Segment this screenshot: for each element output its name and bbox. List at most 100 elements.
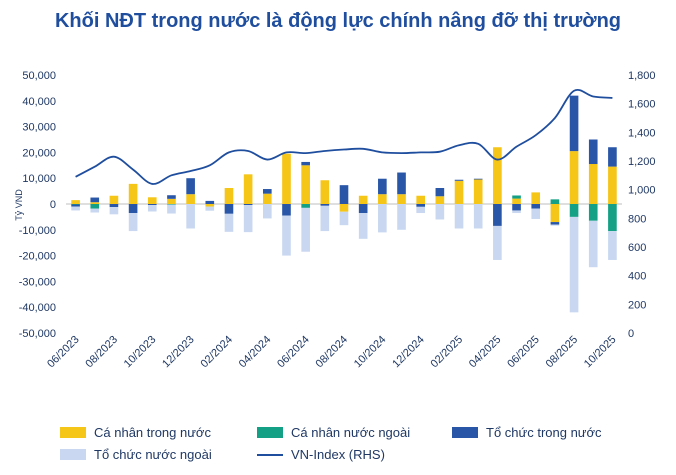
bar-4-12-2024 [416, 206, 426, 214]
bar-1-01-2024 [205, 204, 215, 207]
left-tick-label: -50,000 [19, 328, 56, 340]
bar-3-11-2023 [167, 195, 176, 199]
right-tick-label: 200 [628, 299, 646, 311]
bar-2-06-2024 [301, 204, 310, 208]
bar-1-11-2023 [167, 198, 176, 204]
x-tick-label: 08/2024 [314, 334, 351, 371]
bar-4-10-2023 [147, 205, 157, 212]
x-tick-label: 08/2023 [83, 334, 120, 371]
legend-item-ca-nhan-nuoc-ngoai: Cá nhân nước ngoài [257, 425, 410, 440]
bar-3-07-2025 [550, 222, 560, 225]
bar-1-10-2023 [147, 197, 157, 204]
bar-1-07-2025 [550, 204, 560, 223]
bar-4-04-2024 [262, 204, 272, 219]
bar-2-05-2025 [512, 195, 521, 199]
bar-1-12-2023 [186, 194, 195, 204]
bar-3-01-2024 [205, 200, 215, 204]
bar-4-07-2024 [320, 205, 330, 232]
legend-line-swatch [257, 453, 283, 456]
bar-1-02-2024 [224, 188, 234, 204]
bar-2-08-2025 [569, 204, 579, 217]
bar-3-12-2023 [186, 178, 195, 195]
legend-item-to-chuc-trong-nuoc: Tổ chức trong nước [452, 425, 602, 440]
bar-1-08-2023 [109, 195, 119, 204]
bar-3-07-2023 [90, 197, 100, 203]
bar-2-11-2023 [167, 204, 176, 205]
bar-3-08-2025 [569, 95, 579, 152]
bar-3-02-2024 [224, 204, 234, 214]
x-tick-label: 12/2024 [390, 334, 427, 371]
bar-3-07-2024 [320, 204, 330, 206]
bar-3-05-2025 [512, 204, 521, 211]
left-tick-label: -20,000 [19, 251, 56, 263]
bar-4-08-2024 [339, 211, 349, 226]
right-tick-label: 0 [628, 328, 634, 340]
bar-4-03-2025 [473, 204, 483, 229]
bar-1-03-2024 [243, 174, 253, 204]
legend-label: Cá nhân trong nước [94, 425, 211, 440]
legend-label: Cá nhân nước ngoài [291, 425, 411, 440]
bar-1-05-2024 [282, 153, 291, 204]
legend-swatch [60, 427, 86, 438]
x-tick-label: 04/2025 [467, 334, 504, 371]
y-axis-title: Tỷ VND [14, 189, 24, 221]
bar-2-07-2023 [90, 204, 100, 209]
bar-4-11-2023 [167, 204, 176, 214]
legend-item-to-chuc-nuoc-ngoai: Tổ chức nước ngoài [60, 447, 212, 462]
left-tick-label: 10,000 [22, 173, 56, 185]
right-axis: 1,800 1,600 1,400 1,200 1,000 800 600 400 200 0 [628, 70, 656, 340]
bar-1-11-2024 [397, 194, 406, 204]
x-axis: 06/2023 08/2023 10/2023 12/2023 02/2024 04/20… [45, 334, 618, 371]
bar-3-09-2024 [358, 204, 368, 214]
right-tick-label: 1,000 [628, 185, 656, 197]
left-tick-label: 40,000 [22, 96, 56, 108]
x-tick-label: 02/2025 [429, 334, 466, 371]
bar-1-12-2024 [416, 195, 426, 204]
bar-1-06-2025 [531, 192, 541, 204]
bar-4-09-2023 [128, 213, 138, 232]
bar-4-07-2023 [90, 208, 100, 213]
bar-3-01-2025 [435, 188, 445, 197]
legend-swatch [452, 427, 478, 438]
bar-4-01-2025 [435, 204, 445, 220]
x-tick-label: 10/2024 [352, 334, 389, 371]
bar-1-08-2024 [339, 204, 349, 212]
bar-4-08-2023 [109, 207, 119, 215]
bar-1-01-2025 [435, 196, 445, 204]
legend-swatch [60, 449, 86, 460]
bar-3-08-2024 [339, 185, 349, 204]
left-tick-label: -40,000 [19, 302, 56, 314]
bar-4-06-2024 [301, 207, 310, 252]
bar-4-03-2024 [243, 205, 253, 233]
legend-label: Tổ chức trong nước [486, 425, 602, 440]
bar-3-10-2024 [378, 178, 387, 195]
bar-1-02-2025 [454, 180, 464, 204]
bar-3-12-2024 [416, 204, 426, 207]
x-tick-label: 04/2024 [237, 334, 274, 371]
bar-3-09-2023 [128, 204, 138, 214]
bar-2-07-2025 [550, 199, 560, 204]
bar-4-09-2025 [588, 220, 598, 268]
bar-3-11-2024 [397, 172, 406, 195]
bar-4-01-2024 [205, 206, 215, 211]
x-tick-label: 06/2025 [505, 334, 542, 371]
bar-2-09-2025 [588, 204, 598, 221]
bar-4-02-2024 [224, 213, 234, 232]
bar-4-06-2023 [71, 206, 80, 211]
right-tick-label: 1,800 [628, 70, 656, 82]
bar-3-05-2024 [282, 204, 291, 216]
bar-1-10-2024 [378, 194, 387, 204]
bar-1-07-2024 [320, 180, 330, 204]
bar-1-06-2023 [71, 200, 80, 204]
bar-1-06-2024 [301, 165, 310, 204]
left-tick-label: 0 [50, 199, 56, 211]
bar-4-07-2025 [550, 224, 560, 226]
bar-1-08-2025 [569, 151, 579, 204]
bar-1-04-2024 [262, 193, 272, 204]
bars-layer [71, 95, 617, 313]
left-tick-label: 20,000 [22, 147, 56, 159]
bar-4-04-2025 [493, 225, 502, 260]
legend-item-ca-nhan-trong-nuoc: Cá nhân trong nước [60, 425, 211, 440]
bar-3-03-2025 [473, 178, 483, 180]
